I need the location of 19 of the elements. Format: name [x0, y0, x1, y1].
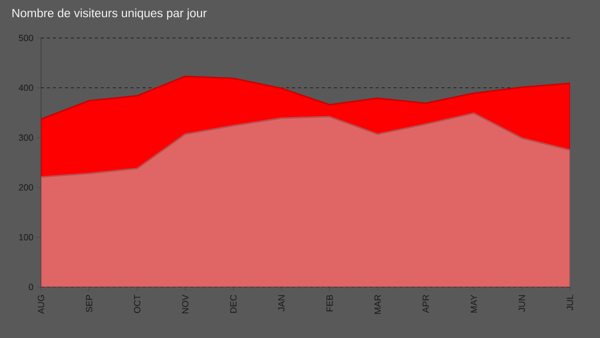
x-tick-label: MAR: [374, 294, 381, 314]
x-tick-label: APR: [422, 294, 429, 313]
x-tick-label: JUN: [518, 295, 526, 312]
x-tick-label: DEC: [230, 294, 237, 313]
x-tick-label: JUL: [566, 294, 574, 310]
x-tick-label: NOV: [182, 294, 188, 314]
y-tick-label: 100: [19, 234, 34, 240]
y-tick-label: 200: [18, 184, 34, 191]
x-tick-label: SEP: [86, 294, 92, 312]
x-tick-label: FEB: [326, 294, 333, 312]
x-tick-label: JAN: [278, 295, 285, 312]
y-tick-label: 500: [18, 34, 34, 42]
x-tick-label: MAY: [470, 294, 477, 313]
y-tick-label: 400: [18, 84, 34, 91]
x-tick-label: AUG: [38, 295, 44, 314]
x-tick-label: OCT: [134, 294, 140, 314]
chart-title: Nombre de visiteurs uniques par jour: [12, 8, 207, 20]
y-tick-label: 0: [28, 284, 34, 290]
y-tick-label: 300: [18, 134, 34, 141]
